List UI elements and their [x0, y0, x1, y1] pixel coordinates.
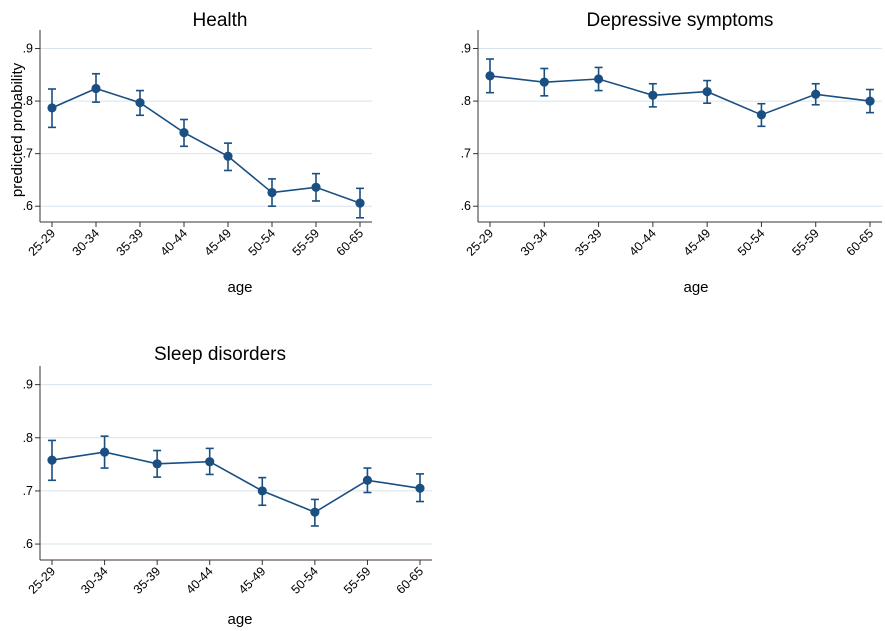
y-tick-label: .6 [23, 537, 33, 551]
x-tick-label: 55-59 [789, 226, 822, 259]
x-tick-label: 60-65 [334, 226, 367, 259]
y-tick-label: .8 [23, 431, 33, 445]
data-point [355, 198, 365, 208]
data-point [485, 71, 495, 81]
y-tick-label: .7 [23, 484, 33, 498]
panel-sleep-disorders: Sleep disorders age .6 .7 .8 .9 25-29 30-34 35… [23, 344, 432, 628]
data-point [99, 447, 110, 457]
x-tick-label: 30-34 [78, 564, 111, 597]
x-tick-label: 35-39 [131, 564, 164, 597]
x-tick-label: 30-34 [70, 226, 103, 259]
data-point [593, 74, 604, 84]
x-tick-label: 50-54 [246, 226, 279, 259]
x-axis-label: age [227, 279, 252, 296]
data-point [91, 83, 101, 94]
data-point [756, 110, 767, 120]
y-tick-label: .9 [23, 378, 33, 392]
panel-health: Health predicted probability age .6 .7 .8.… [9, 10, 372, 296]
data-point [702, 87, 712, 97]
data-point [47, 455, 57, 465]
x-tick-label: 40-44 [158, 226, 191, 259]
x-tick-label: 40-44 [183, 564, 216, 597]
data-point [648, 90, 658, 100]
x-tick-label: 55-59 [341, 564, 374, 597]
y-tick-label: .9 [23, 42, 33, 56]
y-tick-label: .7 [461, 147, 471, 161]
x-tick-label: 35-39 [572, 226, 605, 259]
y-tick-label: .8 [461, 94, 471, 108]
x-axis-label: age [227, 611, 252, 628]
x-tick-label: 25-29 [26, 226, 59, 259]
x-tick-label: 40-44 [626, 226, 659, 259]
x-axis-label: age [683, 279, 708, 296]
y-tick-label: .7 [23, 147, 33, 161]
x-tick-label: 50-54 [288, 564, 321, 597]
data-point [415, 483, 425, 493]
data-point [267, 187, 277, 198]
data-point [135, 98, 145, 108]
x-tick-label: 60-65 [844, 226, 877, 259]
x-tick-label: 35-39 [114, 226, 147, 259]
x-tick-label: 45-49 [236, 564, 269, 597]
series-line [51, 451, 421, 514]
x-tick-label: 45-49 [681, 226, 714, 259]
x-tick-label: 30-34 [518, 226, 551, 259]
data-point [310, 507, 320, 517]
panel-title: Depressive symptoms [587, 10, 774, 31]
data-point [179, 128, 189, 138]
data-point [257, 486, 267, 496]
x-tick-label: 25-29 [26, 564, 59, 597]
y-tick-label: .8 [23, 94, 33, 108]
x-tick-label: 45-49 [202, 226, 235, 259]
x-tick-label: 55-59 [290, 226, 323, 259]
data-point [223, 151, 233, 161]
x-tick-label: 50-54 [735, 226, 768, 259]
data-point [811, 89, 821, 99]
series-line [51, 87, 361, 204]
series-line [489, 75, 871, 116]
panel-depressive-symptoms: Depressive symptoms age .6 .7 .8 .9 25-29 30-… [461, 10, 882, 296]
y-tick-label: .6 [23, 199, 33, 213]
data-point [311, 182, 321, 192]
x-tick-label: 60-65 [394, 564, 427, 597]
data-point [47, 103, 57, 113]
panel-title: Sleep disorders [154, 344, 286, 365]
y-axis-label: predicted probability [9, 62, 26, 197]
y-tick-label: .6 [461, 199, 471, 213]
data-point [205, 457, 215, 467]
data-point [865, 96, 875, 106]
x-tick-label: 25-29 [464, 226, 497, 259]
panel-title: Health [193, 10, 248, 31]
data-point [539, 77, 549, 87]
y-tick-label: .9 [461, 42, 471, 56]
data-point [362, 475, 373, 485]
data-point [152, 459, 162, 469]
